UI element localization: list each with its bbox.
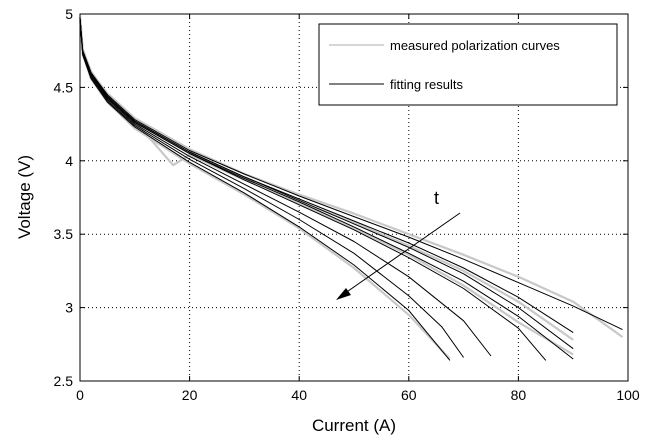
- tick-labels: 0 20 40 60 80 100 2.5 3 3.5 4 4.5 5: [54, 6, 640, 403]
- x-tick-label: 40: [291, 387, 307, 403]
- x-tick-label: 20: [182, 387, 198, 403]
- y-tick-label: 4.5: [54, 79, 74, 95]
- axis-ticks: [79, 13, 629, 382]
- y-tick-label: 4: [65, 153, 73, 169]
- fitting-curve-7: [79, 18, 451, 361]
- legend-box: [318, 23, 618, 106]
- x-tick-label: 0: [76, 387, 84, 403]
- legend-measured-label: measured polarization curves: [390, 38, 560, 53]
- plot-frame: [79, 13, 629, 382]
- annotation-arrow-line: [340, 212, 461, 297]
- y-tick-label: 5: [65, 6, 73, 22]
- legend: measured polarization curves fitting res…: [318, 23, 618, 106]
- annotation-t-label: t: [434, 188, 439, 208]
- x-axis-title: Current (A): [312, 416, 396, 435]
- y-tick-label: 3.5: [54, 226, 74, 242]
- x-tick-label: 60: [401, 387, 417, 403]
- annotation-arrowhead: [336, 288, 351, 300]
- fitting-series-group: [79, 18, 623, 361]
- y-tick-label: 2.5: [54, 373, 74, 389]
- y-axis-title: Voltage (V): [15, 155, 34, 239]
- legend-fitting-label: fitting results: [390, 77, 463, 92]
- annotation-t: t: [336, 188, 461, 300]
- x-tick-label: 80: [511, 387, 527, 403]
- y-tick-label: 3: [65, 300, 73, 316]
- fitting-curve-2: [79, 18, 574, 350]
- x-tick-label: 100: [616, 387, 640, 403]
